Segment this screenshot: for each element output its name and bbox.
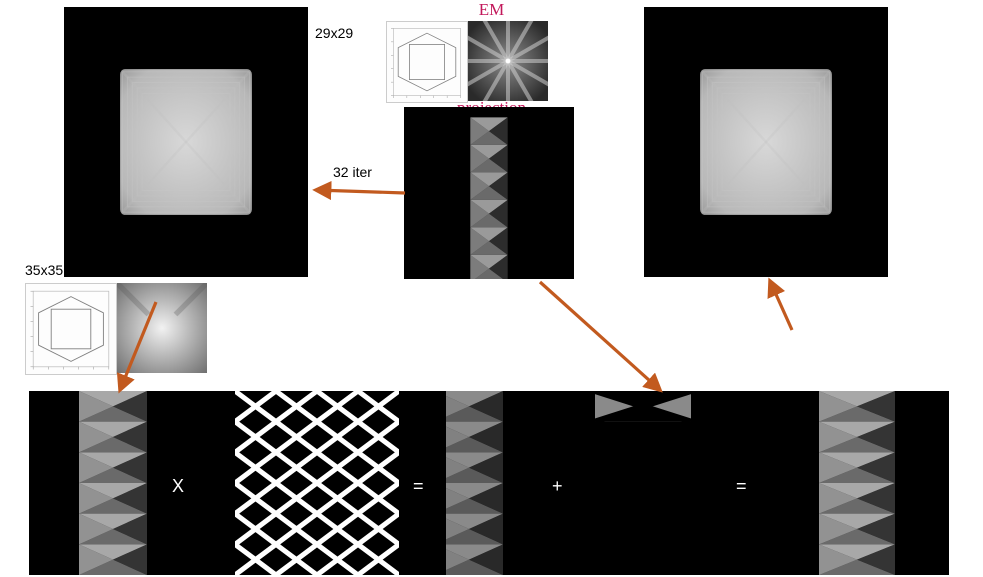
hexplot-29 xyxy=(386,21,468,103)
bottom-strip xyxy=(29,391,949,575)
recon-left xyxy=(64,7,308,277)
arrow-em-right xyxy=(770,281,792,330)
label-29x29: 29x29 xyxy=(315,25,353,41)
fft-35 xyxy=(117,283,207,373)
arrow-to-bottom xyxy=(540,282,660,390)
sinogram-mid xyxy=(404,107,574,279)
fft-29 xyxy=(468,21,548,101)
label-32iter: 32 iter xyxy=(333,164,372,180)
op-multiply: X xyxy=(172,476,184,497)
op-plus: + xyxy=(552,476,563,497)
arrow-em-mid xyxy=(316,190,405,193)
recon-right xyxy=(644,7,888,277)
hexplot-35 xyxy=(25,283,117,375)
op-equals-2: = xyxy=(736,476,747,497)
op-equals-1: = xyxy=(413,476,424,497)
label-35x35: 35x35 xyxy=(25,262,63,278)
